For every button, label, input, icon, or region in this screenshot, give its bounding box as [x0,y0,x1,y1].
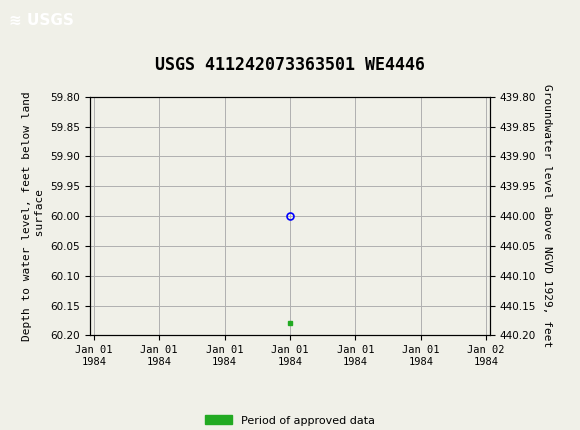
Text: USGS 411242073363501 WE4446: USGS 411242073363501 WE4446 [155,56,425,74]
Legend: Period of approved data: Period of approved data [200,411,380,430]
Text: ≋ USGS: ≋ USGS [9,13,74,28]
Y-axis label: Depth to water level, feet below land
 surface: Depth to water level, feet below land su… [21,91,45,341]
Y-axis label: Groundwater level above NGVD 1929, feet: Groundwater level above NGVD 1929, feet [542,84,552,348]
